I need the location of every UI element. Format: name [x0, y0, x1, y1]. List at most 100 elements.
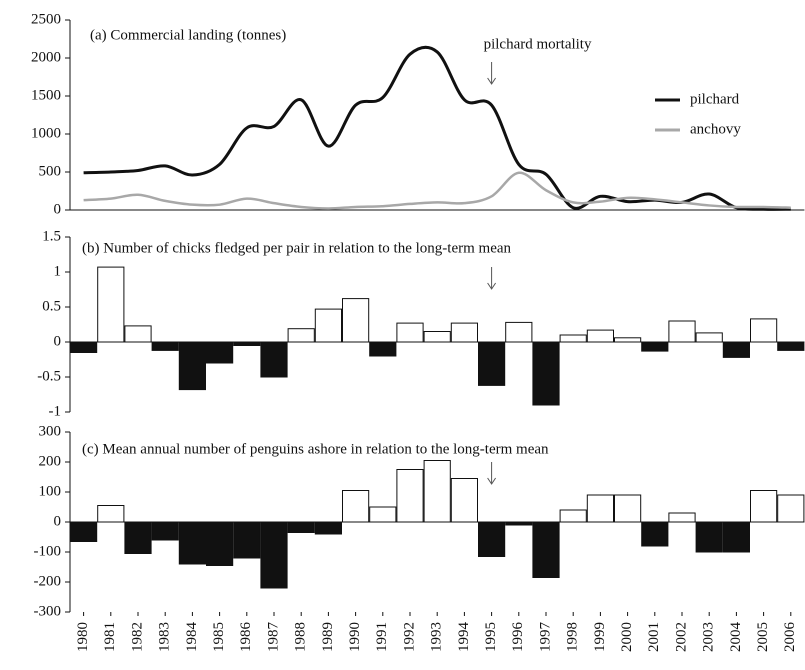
bar — [287, 328, 315, 343]
y-tick-label: -200 — [34, 573, 62, 589]
bar — [369, 341, 397, 357]
bar — [722, 341, 750, 358]
x-tick-label: 2000 — [619, 622, 635, 652]
bar — [614, 337, 642, 343]
panel-title: (a) Commercial landing (tonnes) — [90, 27, 286, 43]
y-tick-label: 0 — [54, 513, 62, 529]
bar — [70, 521, 98, 542]
x-tick-label: 1981 — [102, 622, 118, 652]
y-tick-label: 200 — [39, 453, 62, 469]
x-tick-label: 2003 — [701, 622, 717, 652]
x-tick-label: 2006 — [782, 622, 798, 653]
bar — [532, 521, 560, 578]
x-tick-label: 1994 — [456, 622, 472, 653]
x-tick-label: 1993 — [429, 622, 445, 652]
bar — [586, 494, 614, 523]
bar — [559, 334, 587, 343]
annotation-arrowhead — [487, 477, 497, 485]
y-tick-label: 2000 — [31, 49, 61, 65]
y-tick-label: -0.5 — [37, 368, 61, 384]
bar — [478, 521, 506, 557]
bar — [342, 298, 370, 343]
y-tick-label: 1500 — [31, 87, 61, 103]
bar — [722, 521, 750, 553]
x-tick-label: 1995 — [483, 622, 499, 652]
bar — [641, 341, 669, 352]
bar — [178, 521, 207, 565]
bar — [124, 325, 152, 343]
x-tick-label: 2004 — [728, 622, 744, 653]
x-tick-label: 1998 — [565, 622, 581, 652]
y-tick-label: 2500 — [31, 11, 61, 27]
y-tick-label: 0.5 — [42, 298, 61, 314]
bar — [586, 329, 614, 343]
bar — [505, 521, 533, 526]
bar — [70, 341, 98, 353]
bar — [342, 490, 370, 523]
y-tick-label: 500 — [39, 163, 62, 179]
x-tick-label: 2001 — [646, 622, 662, 652]
bar — [668, 512, 696, 523]
x-tick-label: 1982 — [129, 622, 145, 652]
annotation: pilchard mortality — [484, 36, 592, 52]
bar — [178, 341, 207, 391]
bar — [206, 341, 234, 364]
y-tick-label: 300 — [39, 423, 62, 439]
y-tick-label: 1.5 — [42, 228, 61, 244]
bar — [233, 341, 261, 346]
panel-title: (b) Number of chicks fledged per pair in… — [82, 240, 512, 256]
series-line — [83, 171, 791, 210]
x-tick-label: 1997 — [537, 622, 553, 653]
x-tick-label: 1983 — [157, 622, 173, 652]
bar — [559, 509, 587, 523]
bar — [478, 341, 506, 386]
bar — [287, 521, 315, 533]
bar — [532, 341, 560, 406]
x-tick-label: 1992 — [401, 622, 417, 652]
bar — [423, 460, 451, 523]
bar — [314, 521, 342, 535]
annotation-arrowhead — [487, 77, 497, 85]
x-tick-label: 1999 — [592, 622, 608, 652]
x-tick-label: 1984 — [184, 622, 200, 653]
y-tick-label: -100 — [34, 543, 62, 559]
legend-label: anchovy — [690, 121, 741, 137]
x-tick-label: 1987 — [265, 622, 281, 653]
bar — [97, 505, 125, 523]
bar — [423, 331, 451, 343]
bar — [369, 506, 397, 523]
bar — [695, 521, 723, 553]
y-tick-label: -300 — [34, 603, 62, 619]
x-tick-label: 2002 — [673, 622, 689, 652]
bar — [695, 332, 723, 343]
x-tick-label: 1986 — [238, 622, 254, 653]
annotation-arrowhead — [487, 282, 497, 290]
panel-title: (c) Mean annual number of penguins ashor… — [82, 441, 549, 457]
bar — [206, 521, 234, 566]
bar — [641, 521, 669, 547]
bar — [614, 494, 642, 523]
y-tick-label: 0 — [54, 201, 62, 217]
bar — [450, 478, 478, 523]
bar — [750, 490, 778, 523]
bar — [777, 494, 805, 523]
bar — [124, 521, 152, 554]
bar — [314, 308, 342, 343]
bar — [396, 322, 424, 343]
series-line — [83, 45, 791, 211]
bar — [450, 322, 478, 343]
x-tick-label: 2005 — [755, 622, 771, 652]
x-tick-label: 1996 — [510, 622, 526, 653]
x-tick-label: 1990 — [347, 622, 363, 652]
x-tick-label: 1991 — [374, 622, 390, 652]
bar — [505, 321, 533, 343]
x-tick-label: 1980 — [75, 622, 91, 652]
bar — [396, 469, 424, 523]
bar — [260, 521, 288, 589]
y-tick-label: 0 — [54, 333, 62, 349]
x-tick-label: 1988 — [293, 622, 309, 652]
y-tick-label: -1 — [49, 403, 62, 419]
y-tick-label: 1000 — [31, 125, 61, 141]
bar — [750, 318, 778, 343]
